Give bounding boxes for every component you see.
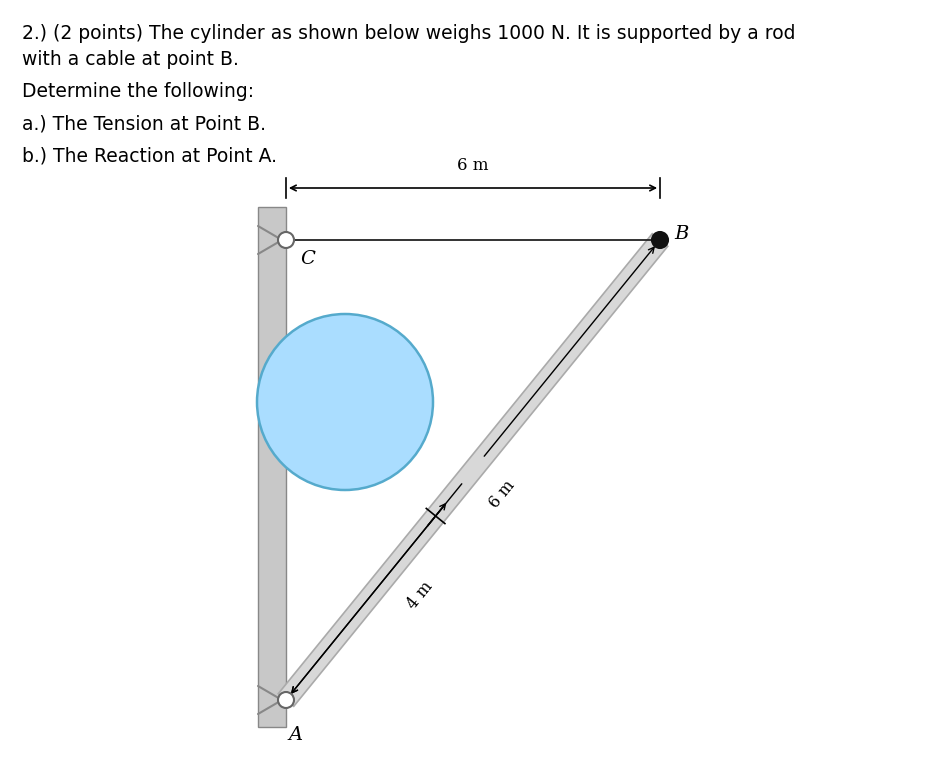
Text: A: A <box>288 726 302 744</box>
Text: b.) The Reaction at Point A.: b.) The Reaction at Point A. <box>22 146 277 165</box>
Text: 4 m: 4 m <box>404 578 436 612</box>
Text: B: B <box>674 225 688 243</box>
Text: Determine the following:: Determine the following: <box>22 82 254 101</box>
Circle shape <box>257 314 433 490</box>
Text: C: C <box>300 250 315 268</box>
Circle shape <box>278 692 294 708</box>
Text: 2.) (2 points) The cylinder as shown below weighs 1000 N. It is supported by a r: 2.) (2 points) The cylinder as shown bel… <box>22 24 795 43</box>
Text: 6 m: 6 m <box>486 477 519 511</box>
Polygon shape <box>278 234 667 706</box>
Circle shape <box>278 232 294 248</box>
Text: a.) The Tension at Point B.: a.) The Tension at Point B. <box>22 114 266 133</box>
Text: with a cable at point B.: with a cable at point B. <box>22 50 239 69</box>
Bar <box>258 207 286 727</box>
Text: 6 m: 6 m <box>457 157 489 174</box>
Circle shape <box>652 232 668 248</box>
